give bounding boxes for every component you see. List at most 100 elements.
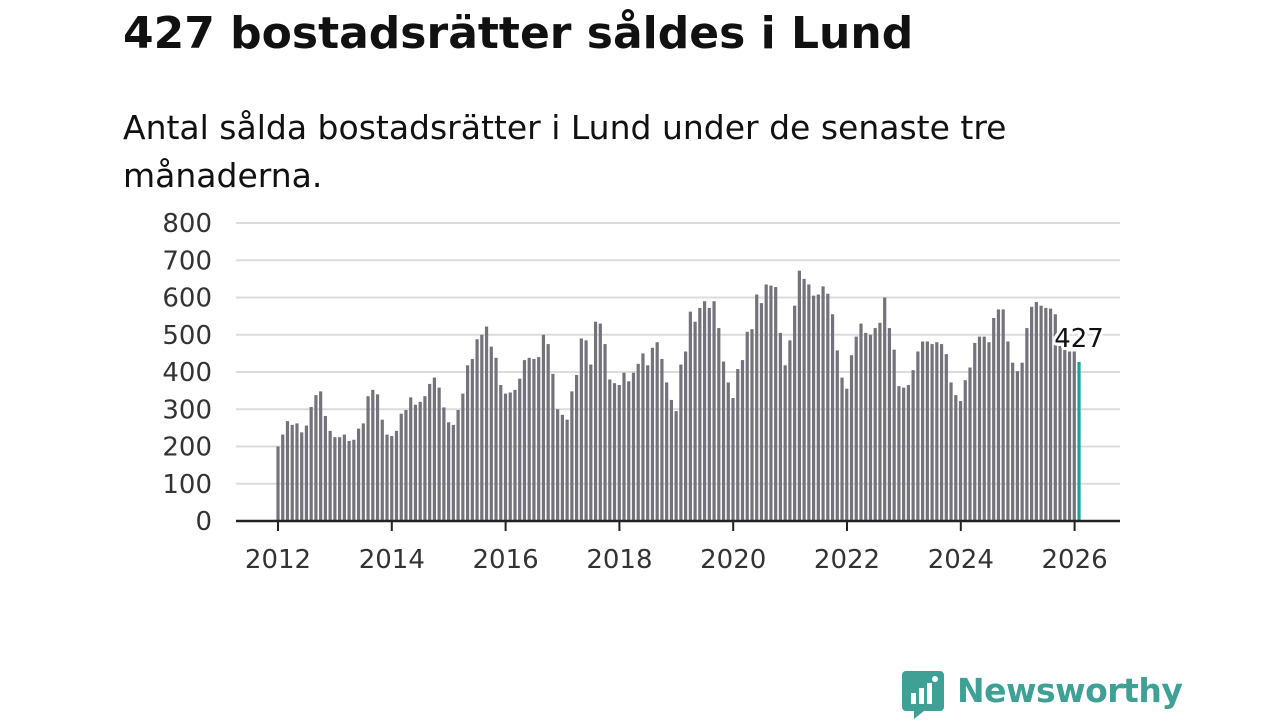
bar [608, 379, 612, 521]
bar [1006, 341, 1010, 521]
bar [352, 439, 356, 521]
bar [1015, 371, 1019, 521]
bar [617, 385, 621, 521]
bar [707, 307, 711, 521]
bar [304, 425, 309, 521]
bar [759, 303, 764, 521]
bar [560, 414, 564, 521]
bar [887, 328, 892, 521]
bar [797, 270, 801, 521]
bar [499, 385, 503, 521]
bar [465, 365, 470, 521]
bar [954, 395, 958, 521]
bar [935, 342, 939, 521]
bar [774, 287, 778, 521]
bar [977, 336, 982, 521]
bar [693, 321, 697, 521]
bar [1044, 307, 1048, 521]
bar [750, 329, 754, 521]
x-tick-label: 2018 [586, 545, 652, 575]
bar [1063, 348, 1067, 521]
bar-highlight [1077, 361, 1081, 521]
bar [916, 351, 920, 521]
y-tick-label: 500 [162, 321, 212, 351]
bar [868, 334, 873, 521]
bar [593, 321, 598, 521]
bar [788, 340, 792, 521]
bar [513, 389, 517, 521]
bar [698, 307, 702, 521]
bar [503, 393, 508, 521]
bar [840, 377, 844, 521]
bar [702, 301, 707, 521]
bar [636, 363, 640, 521]
bar [532, 358, 536, 521]
bar [380, 419, 384, 521]
x-tick-label: 2022 [814, 545, 880, 575]
x-tick-label: 2016 [473, 545, 539, 575]
bar [399, 413, 403, 521]
bar [565, 419, 569, 521]
bar [290, 424, 294, 521]
bar [684, 351, 688, 521]
bar [835, 350, 839, 521]
bar [930, 344, 934, 521]
bar [518, 378, 522, 521]
bar [333, 437, 337, 521]
bar [892, 349, 896, 521]
bar [731, 398, 735, 521]
y-tick-label: 400 [162, 358, 212, 388]
bar [982, 336, 986, 521]
y-tick-label: 600 [162, 284, 212, 314]
bar [726, 382, 730, 521]
bar [584, 340, 588, 521]
bar [650, 347, 655, 521]
bar [437, 387, 441, 521]
bar [338, 437, 342, 521]
bar [447, 422, 451, 521]
bar [475, 339, 479, 521]
bar [319, 391, 323, 521]
bar [375, 394, 380, 521]
bar [944, 354, 948, 521]
bar [921, 341, 925, 521]
bar [361, 423, 365, 521]
bar [300, 432, 304, 521]
chart-subtitle: Antal sålda bostadsrätter i Lund under d… [123, 108, 1007, 195]
x-tick-label: 2020 [700, 545, 766, 575]
y-tick-label: 0 [195, 507, 212, 537]
bar [570, 391, 574, 521]
bar [276, 446, 280, 521]
bar [830, 314, 835, 521]
bar [641, 353, 645, 522]
bar [1048, 308, 1053, 521]
bar [873, 328, 877, 521]
bar [631, 372, 636, 521]
bar [627, 381, 631, 521]
bar [366, 396, 370, 521]
bar [1039, 305, 1043, 521]
bar [342, 434, 346, 521]
bar [537, 357, 541, 521]
bar [442, 407, 446, 521]
bar [736, 369, 740, 521]
x-tick-label: 2014 [359, 545, 425, 575]
bar [769, 285, 773, 521]
bar [409, 397, 413, 521]
bar [404, 410, 408, 521]
bar [489, 346, 493, 521]
bar [328, 430, 332, 521]
bar [494, 357, 498, 521]
bar [385, 434, 389, 521]
bar [783, 365, 787, 521]
bar [849, 355, 854, 521]
bar [314, 395, 318, 521]
bar [821, 286, 825, 521]
bar [669, 399, 673, 521]
bar [598, 323, 602, 521]
bar [1020, 362, 1024, 521]
bar [902, 387, 906, 521]
bar [1058, 345, 1062, 521]
bar [674, 411, 678, 521]
bar [423, 396, 427, 521]
